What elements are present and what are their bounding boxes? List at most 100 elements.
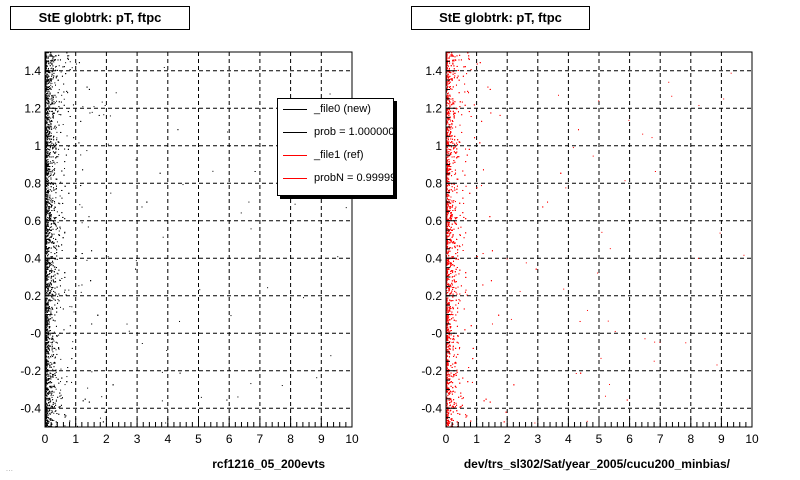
data-point: [49, 239, 51, 241]
data-point: [45, 265, 47, 267]
data-point: [52, 183, 54, 185]
data-point: [84, 398, 86, 400]
data-point: [56, 307, 58, 309]
data-point: [45, 127, 47, 129]
data-point: [52, 339, 54, 341]
data-point: [51, 129, 53, 131]
data-point: [45, 207, 47, 209]
data-point: [50, 381, 52, 383]
data-point: [49, 212, 51, 214]
data-point: [45, 243, 47, 245]
data-point: [45, 235, 47, 237]
data-point: [55, 108, 57, 110]
data-point: [58, 300, 60, 302]
data-point: [46, 371, 48, 373]
data-point: [45, 168, 47, 170]
data-point: [60, 358, 62, 360]
data-point: [88, 216, 90, 218]
data-point: [49, 377, 51, 379]
data-point: [50, 88, 52, 90]
data-point: [45, 318, 47, 320]
data-point: [54, 206, 56, 208]
data-point: [47, 130, 49, 132]
data-point: [316, 377, 318, 379]
data-point: [48, 80, 50, 82]
data-point: [45, 355, 47, 357]
data-point: [48, 247, 50, 249]
data-point: [49, 215, 51, 217]
data-point: [47, 352, 49, 354]
data-point: [56, 272, 58, 274]
data-point: [64, 289, 66, 291]
data-point: [45, 358, 47, 360]
data-point: [48, 152, 50, 154]
x-tick-label: 4: [164, 432, 171, 446]
data-point: [54, 258, 56, 260]
data-point: [47, 222, 49, 224]
data-point: [47, 204, 49, 206]
data-point: [55, 146, 57, 148]
data-point: [65, 73, 67, 75]
data-point: [45, 186, 47, 188]
data-point: [51, 82, 53, 84]
data-point: [55, 425, 57, 427]
data-point: [47, 350, 49, 352]
data-point: [48, 196, 50, 198]
data-point: [55, 388, 57, 390]
data-point: [46, 139, 48, 141]
data-point: [45, 187, 47, 189]
data-point: [47, 124, 49, 126]
data-point: [56, 100, 58, 102]
data-point: [50, 54, 52, 56]
data-point: [46, 218, 48, 220]
data-point: [47, 156, 49, 158]
data-point: [49, 147, 51, 149]
data-point: [50, 214, 52, 216]
data-point: [45, 151, 47, 153]
data-point: [56, 255, 58, 257]
data-point: [51, 390, 53, 392]
data-point: [60, 306, 62, 308]
data-point: [50, 156, 52, 158]
data-point: [45, 358, 47, 360]
data-point: [45, 133, 47, 135]
data-point: [47, 253, 49, 255]
data-point: [46, 353, 48, 355]
data-point: [46, 326, 48, 328]
data-point: [135, 268, 137, 270]
data-point: [71, 306, 73, 308]
data-point: [45, 95, 47, 97]
data-point: [45, 268, 47, 270]
data-point: [45, 319, 47, 321]
data-point: [49, 226, 51, 228]
data-point: [52, 242, 54, 244]
data-point: [54, 320, 56, 322]
data-point: [49, 189, 51, 191]
data-point: [50, 171, 52, 173]
data-point: [49, 282, 51, 284]
data-point: [69, 116, 71, 118]
data-point: [48, 410, 50, 412]
data-point: [45, 322, 47, 324]
data-point: [46, 143, 48, 145]
data-point: [51, 256, 53, 258]
data-point: [50, 84, 52, 86]
data-point: [54, 299, 56, 301]
data-point: [71, 347, 73, 349]
data-point: [47, 76, 49, 78]
data-point: [50, 122, 52, 124]
data-point: [67, 148, 69, 150]
data-point: [64, 416, 66, 418]
data-point: [48, 166, 50, 168]
data-point: [47, 333, 49, 335]
data-point: [64, 291, 66, 293]
data-point: [47, 57, 49, 59]
data-point: [49, 270, 51, 272]
data-point: [45, 387, 47, 389]
data-point: [45, 375, 47, 377]
data-point: [48, 308, 50, 310]
data-point: [46, 81, 48, 83]
data-point: [72, 104, 74, 106]
data-point: [50, 125, 52, 127]
data-point: [45, 314, 47, 316]
